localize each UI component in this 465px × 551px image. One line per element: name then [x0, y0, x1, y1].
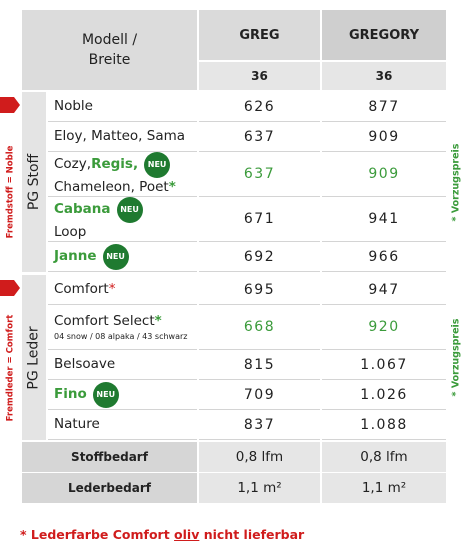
name-text: Comfort Select — [54, 312, 155, 329]
model-label: Breite — [88, 52, 131, 68]
side-note: Fremdleder = Comfort — [4, 299, 16, 436]
model-cell: Janne NEU — [48, 242, 197, 272]
name-text: Janne — [54, 248, 97, 264]
group-cell: PG Stoff — [22, 92, 46, 272]
price: 668 — [199, 305, 320, 350]
new-badge: NEU — [92, 381, 119, 408]
requirement-value: 1,1 m² — [199, 473, 320, 503]
name-text: Loop — [54, 223, 87, 240]
name-line: Belsoave — [54, 355, 197, 374]
name-text: * — [108, 281, 116, 297]
model-label: Modell / — [81, 32, 138, 48]
new-badge: NEU — [144, 151, 171, 178]
group-cell: PG Leder — [22, 275, 46, 440]
side-note-text: Fremdstoff = Noble — [5, 145, 16, 239]
name-text: Chameleon, Poet — [54, 178, 169, 195]
flag-marker — [0, 97, 20, 113]
price: 709 — [199, 380, 320, 410]
name-text: * — [168, 178, 176, 195]
model-cell: Comfort Select * 04 snow / 08 alpaka / 43 … — [48, 305, 197, 350]
footer-text: * Lederfarbe Comfort — [20, 527, 175, 542]
name-text: Nature — [54, 416, 100, 432]
model-cell: Eloy, Matteo, Sama — [48, 122, 197, 152]
price: 637 — [199, 122, 320, 152]
price: 671 — [199, 197, 320, 242]
name-line: Loop — [54, 223, 197, 242]
side-note-text: Fremdleder = Comfort — [5, 314, 15, 421]
name-text: Eloy, Matteo, Sama — [54, 128, 186, 144]
price: 695 — [199, 275, 320, 305]
name-text: Fino — [54, 386, 87, 402]
footer-text: nicht lieferbar — [199, 527, 305, 542]
price: 909 — [322, 122, 446, 152]
name-text: Cabana — [54, 201, 111, 217]
price: 920 — [322, 305, 446, 350]
model-cell: Belsoave — [48, 350, 197, 380]
price: 692 — [199, 242, 320, 272]
price: 1.026 — [322, 380, 446, 410]
flag-marker — [0, 280, 20, 296]
price: 1.067 — [322, 350, 446, 380]
name-line: Comfort * — [54, 280, 197, 299]
name-line: Comfort Select * — [54, 312, 197, 331]
name-line: Cozy, Regis, NEU — [54, 151, 197, 178]
column-header: GREG — [199, 10, 320, 60]
model-cell: Fino NEU — [48, 380, 197, 410]
name-text: Belsoave — [54, 356, 116, 372]
name-line: Eloy, Matteo, Sama — [54, 127, 197, 146]
price: 941 — [322, 197, 446, 242]
price: 837 — [199, 410, 320, 440]
price: 1.088 — [322, 410, 446, 440]
model-cell: Noble — [48, 92, 197, 122]
price: 626 — [199, 92, 320, 122]
model-cell: Comfort * — [48, 275, 197, 305]
name-line: Cabana NEU — [54, 196, 197, 223]
price: 877 — [322, 92, 446, 122]
name-line: 04 snow / 08 alpaka / 43 schwarz — [54, 331, 197, 343]
model-cell: Nature — [48, 410, 197, 440]
name-line: Nature — [54, 415, 197, 434]
name-line: Fino NEU — [54, 381, 197, 408]
requirement-label: Lederbedarf — [22, 473, 197, 503]
price-note-text: * Vorzugspreis — [450, 143, 462, 221]
model-header: Modell / Breite — [22, 10, 197, 90]
name-text: Comfort — [54, 281, 109, 297]
price: 815 — [199, 350, 320, 380]
name-text: * — [154, 312, 162, 329]
name-line: Janne NEU — [54, 243, 197, 270]
price-note: * Vorzugspreis — [449, 92, 463, 272]
name-text: Noble — [54, 98, 93, 114]
requirement-value: 0,8 lfm — [322, 442, 446, 472]
price: 637 — [199, 152, 320, 197]
model-cell: Cabana NEU Loop — [48, 196, 197, 242]
name-text: Cozy, — [54, 156, 92, 172]
new-badge: NEU — [102, 243, 129, 270]
model-cell: Cozy, Regis, NEU Chameleon, Poet * — [48, 151, 197, 197]
group-label: PG Leder — [26, 325, 43, 390]
group-label: PG Stoff — [26, 153, 43, 211]
footer-note: * Lederfarbe Comfort oliv nicht lieferba… — [20, 527, 460, 545]
name-text: Regis, — [91, 156, 139, 172]
requirement-value: 0,8 lfm — [199, 442, 320, 472]
new-badge: NEU — [116, 196, 143, 223]
price: 947 — [322, 275, 446, 305]
column-header: GREGORY — [322, 10, 446, 60]
side-note: Fremdstoff = Noble — [4, 116, 16, 268]
width-header: 36 — [322, 62, 446, 90]
price-note-text: * Vorzugspreis — [450, 318, 462, 397]
name-line: Noble — [54, 97, 197, 116]
name-line: Chameleon, Poet * — [54, 178, 197, 197]
name-text: 04 snow / 08 alpaka / 43 schwarz — [54, 331, 188, 341]
requirement-label: Stoffbedarf — [22, 442, 197, 472]
price-note: * Vorzugspreis — [449, 275, 463, 440]
price: 966 — [322, 242, 446, 272]
footer-text: oliv — [174, 527, 200, 542]
requirement-value: 1,1 m² — [322, 473, 446, 503]
width-header: 36 — [199, 62, 320, 90]
price: 909 — [322, 152, 446, 197]
